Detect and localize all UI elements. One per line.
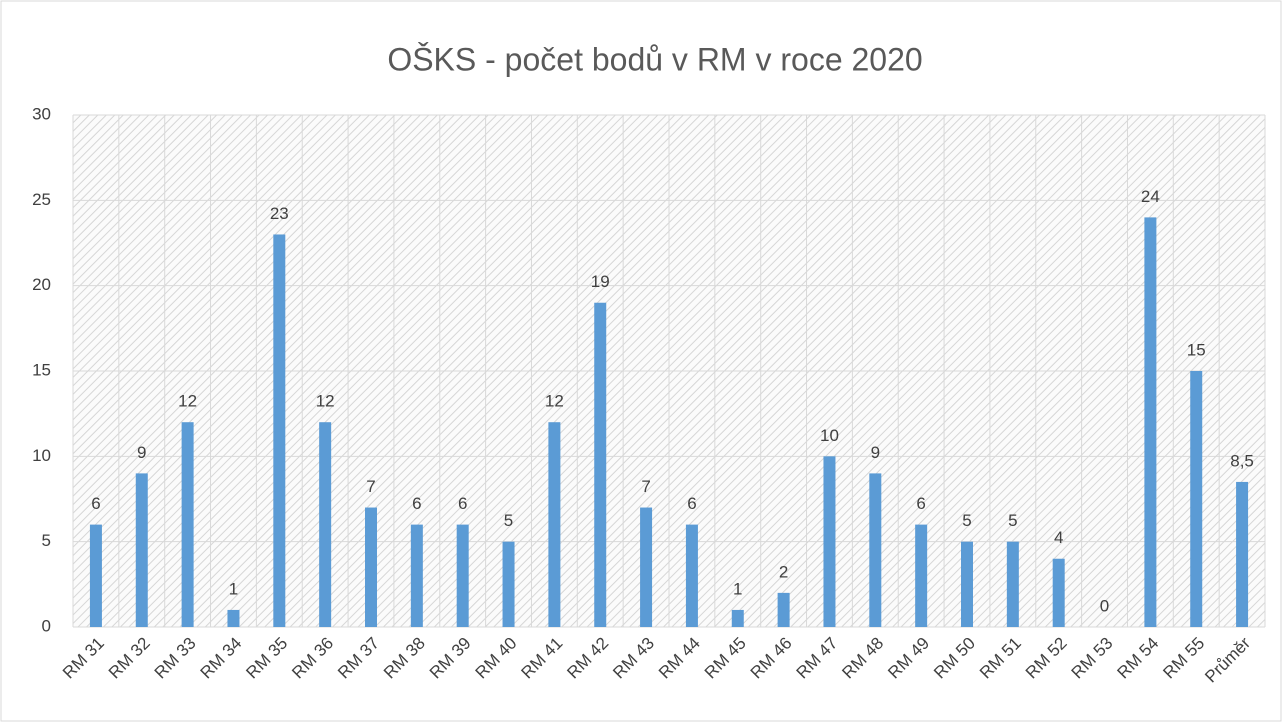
value-label: 12 [178, 392, 197, 411]
y-tick-label: 15 [32, 360, 51, 379]
y-tick-label: 10 [32, 446, 51, 465]
bar [548, 422, 561, 627]
value-label: 2 [779, 562, 788, 581]
bar [365, 507, 377, 627]
chart-title: OŠKS - počet bodů v RM v roce 2020 [387, 41, 922, 77]
value-label: 15 [1187, 340, 1206, 359]
bar [135, 473, 148, 627]
bar [640, 507, 653, 627]
value-label: 19 [591, 272, 610, 291]
bar [456, 524, 469, 627]
bar [1236, 481, 1249, 627]
value-label: 9 [137, 443, 146, 462]
value-label: 7 [366, 477, 375, 496]
bar [89, 524, 102, 627]
y-tick-label: 20 [32, 275, 51, 294]
value-label: 6 [916, 494, 925, 513]
bar [594, 302, 607, 627]
value-label: 10 [820, 426, 839, 445]
value-label: 4 [1054, 528, 1063, 547]
bar [915, 524, 928, 627]
value-label: 5 [962, 511, 971, 530]
bar [502, 541, 515, 627]
value-label: 6 [458, 494, 467, 513]
bar [1144, 217, 1157, 627]
bar [1052, 558, 1065, 627]
value-label: 1 [229, 579, 238, 598]
bar [685, 524, 698, 627]
bar [961, 541, 973, 627]
value-label: 5 [504, 511, 513, 530]
bar [869, 473, 882, 627]
y-tick-label: 25 [32, 190, 51, 209]
value-label: 12 [545, 392, 564, 411]
bar [181, 422, 194, 627]
value-label: 5 [1008, 511, 1017, 530]
bar [731, 609, 744, 627]
value-label: 9 [871, 443, 880, 462]
value-label: 12 [316, 392, 335, 411]
value-label: 23 [270, 204, 289, 223]
bar [823, 456, 836, 627]
y-tick-label: 0 [42, 616, 51, 635]
bar [273, 234, 286, 627]
bar [319, 422, 332, 627]
value-label: 0 [1100, 596, 1109, 615]
bar [1190, 371, 1203, 627]
value-label: 6 [91, 494, 100, 513]
value-label: 8,5 [1230, 451, 1254, 470]
y-tick-label: 5 [42, 531, 51, 550]
value-label: 1 [733, 579, 742, 598]
value-label: 6 [412, 494, 421, 513]
bar [1006, 541, 1019, 627]
value-label: 24 [1141, 187, 1160, 206]
bar [227, 609, 240, 627]
y-tick-label: 30 [32, 104, 51, 123]
bar [410, 524, 423, 627]
bar [777, 592, 790, 627]
value-label: 7 [641, 477, 650, 496]
value-label: 6 [687, 494, 696, 513]
